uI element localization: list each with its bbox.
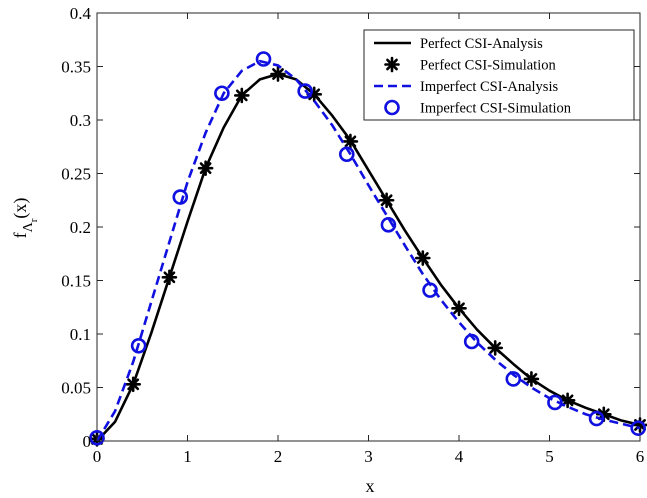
y-tick-label: 0.25: [61, 165, 91, 184]
y-tick-label: 0.3: [70, 111, 91, 130]
y-tick-label: 0.2: [70, 218, 91, 237]
series-4-point: [255, 51, 272, 67]
series-4-point: [505, 371, 522, 387]
series-2-point: [125, 376, 141, 393]
series-2-point: [632, 417, 647, 433]
x-tick-label: 0: [93, 447, 102, 466]
series-4-point: [214, 85, 230, 102]
legend-label: Imperfect CSI-Analysis: [420, 79, 558, 95]
series-4-point: [338, 146, 355, 163]
ticks-layer: 0 1 2 3 4 5 6 0 0.05 0.1 0.15 0.2 0.25 0.3 0.35 0.4: [61, 4, 644, 466]
series-1: [96, 72, 641, 442]
x-tick-label: 2: [274, 447, 283, 466]
legend: Perfect CSI-Analysis Perfect CSI-Simulati…: [363, 29, 635, 121]
series-2-point: [306, 86, 322, 103]
y-axis-label: fΛr(x): [10, 198, 40, 239]
series-2-point: [342, 133, 359, 150]
series-2-point: [415, 250, 431, 266]
series-4-point: [463, 333, 480, 350]
legend-entry-3: Imperfect CSI-Analysis: [374, 79, 558, 95]
y-tick-label: 0.4: [70, 4, 92, 23]
series-4-point: [588, 410, 605, 427]
x-axis-label: x: [366, 476, 375, 496]
series-4-point: [380, 217, 397, 233]
series-2-point: [270, 66, 286, 82]
series-4-point: [547, 394, 563, 411]
series-1-line: [96, 72, 641, 442]
x-tick-label: 3: [364, 447, 373, 466]
svg-text:fΛr(x): fΛr(x): [10, 198, 40, 239]
series-2-point: [161, 269, 178, 286]
legend-box: [363, 29, 635, 121]
series-2-point: [197, 160, 214, 176]
y-tick-label: 0.1: [70, 325, 91, 344]
legend-swatch: [384, 56, 400, 73]
y-axis-label-subsub: r: [28, 218, 40, 222]
y-tick-label: 0.05: [61, 379, 91, 398]
series-layer: [89, 51, 647, 447]
y-axis-label-base: f: [10, 232, 30, 238]
series-2-point: [487, 340, 503, 356]
series-4-point: [422, 282, 438, 298]
series-2-point: [234, 87, 250, 104]
y-axis-label-arg: (x): [10, 198, 31, 219]
y-tick-label: 0: [83, 432, 92, 451]
series-2-point: [523, 371, 540, 387]
series-2-point: [451, 300, 467, 317]
legend-label: Imperfect CSI-Simulation: [420, 101, 572, 117]
legend-entry-2: Perfect CSI-Simulation: [384, 56, 556, 74]
x-tick-label: 5: [545, 447, 554, 466]
legend-label: Perfect CSI-Analysis: [420, 36, 543, 52]
legend-entry-4: Imperfect CSI-Simulation: [384, 99, 572, 117]
series-4-point: [130, 337, 147, 354]
series-4-point: [297, 83, 313, 99]
y-tick-label: 0.35: [61, 58, 91, 77]
series-2-point: [378, 192, 395, 209]
series-4: [89, 51, 646, 446]
legend-entry-1: Perfect CSI-Analysis: [374, 36, 543, 52]
legend-swatch: [384, 99, 400, 116]
x-tick-label: 1: [183, 447, 192, 466]
x-tick-label: 6: [636, 447, 645, 466]
series-2: [89, 66, 647, 447]
series-4-point: [172, 189, 189, 205]
series-2-point: [559, 392, 576, 409]
y-axis-label-sub: Λ: [21, 221, 36, 232]
series-4-point: [89, 429, 105, 446]
y-tick-label: 0.15: [61, 272, 91, 291]
legend-label: Perfect CSI-Simulation: [420, 58, 556, 74]
x-tick-label: 4: [455, 447, 464, 466]
series-4-point: [630, 420, 646, 436]
